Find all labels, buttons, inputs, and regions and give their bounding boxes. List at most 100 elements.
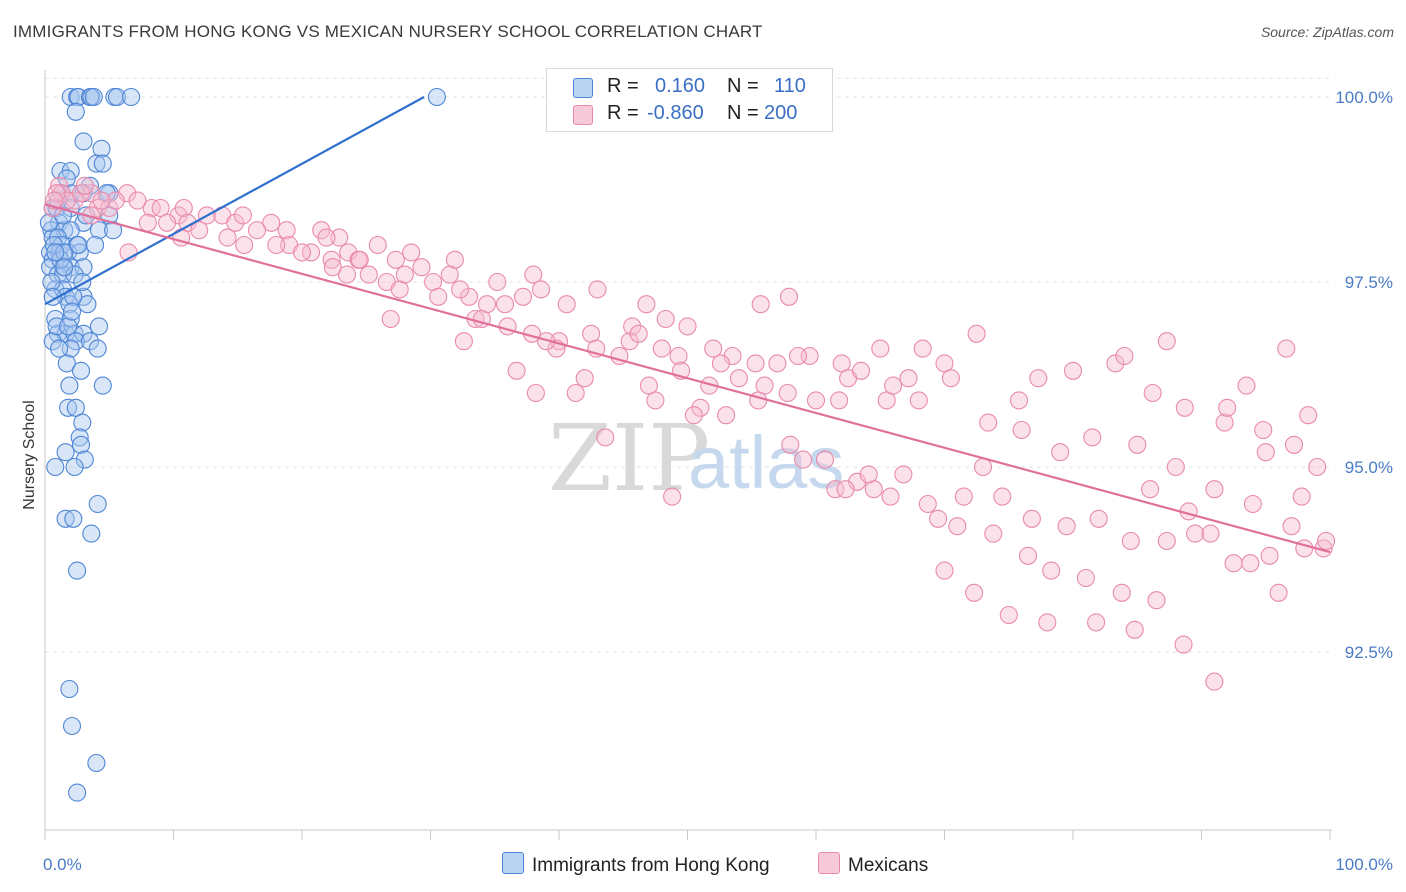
data-point bbox=[66, 398, 85, 417]
data-point bbox=[427, 87, 446, 107]
data-point bbox=[337, 265, 357, 284]
data-point bbox=[267, 235, 286, 255]
legend-r-value: 0.160 bbox=[655, 75, 706, 97]
data-point bbox=[711, 354, 730, 373]
legend-n-value: 110 bbox=[774, 75, 806, 97]
legend-r-value: -0.860 bbox=[647, 102, 704, 124]
data-point bbox=[984, 524, 1003, 543]
trend-line-hong-kong bbox=[44, 96, 425, 306]
data-point bbox=[44, 235, 64, 255]
data-point bbox=[71, 435, 91, 454]
data-point bbox=[815, 450, 835, 469]
data-point bbox=[1186, 524, 1205, 543]
series-mexicans-points bbox=[43, 176, 1336, 691]
legend-row-mexicans: R = -0.860 N = 200 bbox=[547, 101, 832, 127]
data-point bbox=[412, 258, 431, 277]
data-point bbox=[429, 287, 448, 306]
data-point bbox=[1042, 561, 1061, 580]
data-point bbox=[88, 494, 107, 514]
data-point bbox=[993, 487, 1012, 506]
data-point bbox=[575, 369, 594, 388]
data-point bbox=[93, 154, 112, 173]
bottom-legend-swatch-pink bbox=[818, 852, 840, 874]
data-point bbox=[1038, 613, 1057, 632]
data-point bbox=[100, 198, 119, 218]
data-point bbox=[967, 324, 986, 343]
data-point bbox=[794, 450, 813, 469]
legend-r-label: R = bbox=[607, 75, 639, 97]
data-point bbox=[1083, 428, 1102, 447]
data-point bbox=[948, 517, 967, 536]
data-point bbox=[1166, 457, 1185, 477]
data-point bbox=[941, 369, 960, 388]
data-point bbox=[498, 317, 517, 336]
data-point bbox=[830, 391, 849, 410]
data-point bbox=[836, 480, 855, 499]
data-point bbox=[174, 198, 193, 218]
bottom-legend-mexicans: Mexicans bbox=[818, 852, 928, 877]
data-point bbox=[75, 176, 94, 195]
data-point bbox=[557, 295, 576, 314]
data-point bbox=[623, 317, 642, 336]
trend-lines bbox=[44, 96, 1331, 554]
data-point bbox=[1029, 369, 1048, 388]
data-point bbox=[973, 457, 993, 477]
data-point bbox=[859, 465, 878, 484]
data-point bbox=[226, 213, 245, 232]
y-tick-labels: 100.0% 97.5% 95.0% 92.5% bbox=[1335, 88, 1393, 662]
data-point bbox=[233, 206, 252, 225]
data-point bbox=[122, 87, 141, 107]
data-point bbox=[74, 132, 93, 151]
data-point bbox=[42, 272, 61, 292]
data-point bbox=[778, 383, 797, 403]
data-point bbox=[451, 280, 470, 299]
data-point bbox=[1051, 443, 1070, 462]
trend-line-mexicans bbox=[44, 203, 1331, 554]
data-point bbox=[277, 221, 296, 240]
data-point bbox=[70, 243, 89, 262]
data-point bbox=[395, 265, 414, 284]
data-point bbox=[909, 391, 928, 410]
data-point bbox=[1115, 346, 1134, 366]
data-point bbox=[1282, 517, 1301, 536]
data-point bbox=[871, 339, 890, 358]
data-point bbox=[69, 235, 88, 255]
data-point bbox=[65, 265, 84, 284]
data-point bbox=[656, 309, 675, 329]
data-point bbox=[402, 243, 421, 262]
data-point bbox=[704, 339, 723, 358]
y-tick-label: 100.0% bbox=[1335, 88, 1393, 107]
y-tick-label: 92.5% bbox=[1345, 643, 1393, 662]
data-point bbox=[158, 213, 177, 232]
data-point bbox=[881, 487, 900, 506]
data-point bbox=[935, 561, 954, 580]
data-point bbox=[1317, 531, 1336, 551]
data-point bbox=[1237, 376, 1256, 395]
data-point bbox=[68, 783, 87, 802]
axes bbox=[44, 70, 1332, 840]
data-point bbox=[526, 383, 545, 403]
data-point bbox=[954, 487, 973, 506]
data-point bbox=[1260, 546, 1279, 565]
data-point bbox=[65, 457, 84, 477]
data-point bbox=[629, 324, 648, 343]
legend-row-hong-kong: R = 0.160 N = 110 bbox=[547, 74, 832, 100]
bottom-legend-hong-kong: Immigrants from Hong Kong bbox=[502, 852, 770, 877]
data-point bbox=[1057, 517, 1076, 536]
data-point bbox=[999, 605, 1018, 625]
data-point bbox=[894, 465, 913, 484]
data-point bbox=[531, 280, 551, 299]
data-point bbox=[639, 376, 658, 395]
data-point bbox=[1022, 509, 1041, 528]
data-point bbox=[884, 376, 903, 395]
data-point bbox=[1128, 435, 1147, 454]
data-point bbox=[89, 221, 109, 240]
data-point bbox=[620, 332, 639, 351]
data-point bbox=[979, 413, 998, 432]
data-point bbox=[1018, 546, 1038, 565]
data-point bbox=[646, 391, 665, 410]
data-point bbox=[262, 213, 281, 232]
data-point bbox=[381, 309, 400, 329]
watermark-atlas: atlas bbox=[688, 421, 844, 504]
legend-n-label: N = bbox=[727, 102, 759, 124]
